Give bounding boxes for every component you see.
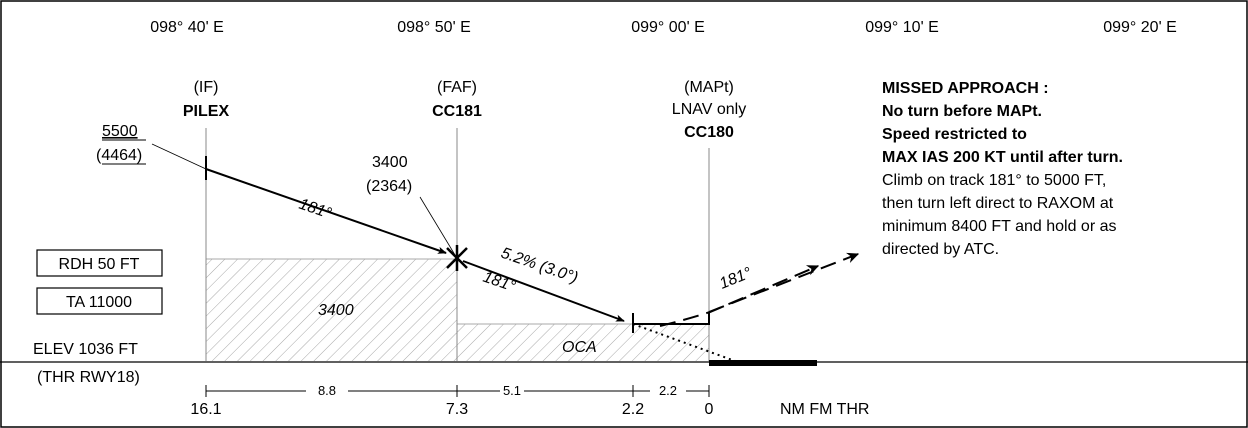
missed-approach-path-2 bbox=[708, 252, 860, 313]
missed-approach-bold-line: Speed restricted to bbox=[882, 126, 1027, 143]
missed-approach-line: then turn left direct to RAXOM at bbox=[882, 195, 1114, 212]
initial-track-label: 181° bbox=[297, 196, 334, 223]
mapt-role-label: (MAPt) bbox=[684, 79, 734, 96]
position-distance-label: 0 bbox=[705, 401, 714, 418]
if-leader-line bbox=[151, 143, 207, 170]
missed-approach-line: directed by ATC. bbox=[882, 241, 999, 258]
missed-approach-bold-line: MAX IAS 200 KT until after turn. bbox=[882, 149, 1123, 166]
threshold-label: (THR RWY18) bbox=[37, 369, 140, 386]
faf-star-icon bbox=[446, 245, 468, 271]
missed-approach-title: MISSED APPROACH : bbox=[882, 80, 1049, 97]
initial-oca-area bbox=[206, 259, 457, 361]
rdh-label: RDH 50 FT bbox=[59, 256, 140, 273]
initial-oca-label: 3400 bbox=[318, 302, 354, 319]
initial-segment-track bbox=[205, 168, 447, 254]
longitude-label: 098° 50' E bbox=[397, 19, 471, 36]
final-segment-track bbox=[462, 260, 625, 322]
faf-leader-line bbox=[419, 196, 456, 256]
position-distance-label: 2.2 bbox=[622, 401, 644, 418]
ta-box bbox=[36, 287, 163, 315]
missed-approach-bold-line: No turn before MAPt. bbox=[882, 103, 1042, 120]
final-track-label: 181° bbox=[481, 269, 518, 296]
final-oca-area bbox=[457, 324, 709, 361]
missed-track-label: 181° bbox=[717, 264, 755, 292]
final-oca-label: OCA bbox=[562, 339, 597, 356]
longitude-label: 098° 40' E bbox=[150, 19, 224, 36]
if-name-label: PILEX bbox=[183, 103, 230, 120]
mapt-name-label: CC180 bbox=[684, 124, 734, 141]
longitude-label: 099° 00' E bbox=[631, 19, 705, 36]
distance-scale bbox=[205, 385, 710, 397]
if-role-label: (IF) bbox=[194, 79, 219, 96]
missed-approach-line: minimum 8400 FT and hold or as bbox=[882, 218, 1116, 235]
segment-distance-label: 5.1 bbox=[503, 383, 521, 398]
if-height: (4464) bbox=[96, 147, 142, 164]
missed-approach-line: Climb on track 181° to 5000 FT, bbox=[882, 172, 1106, 189]
faf-height: (2364) bbox=[366, 178, 412, 195]
faf-name-label: CC181 bbox=[432, 103, 482, 120]
position-distance-label: 16.1 bbox=[190, 401, 221, 418]
segment-distance-label: 2.2 bbox=[659, 383, 677, 398]
longitude-label: 099° 10' E bbox=[865, 19, 939, 36]
descent-continuation-dotted bbox=[632, 323, 736, 362]
faf-altitude: 3400 bbox=[372, 154, 408, 171]
ta-label: TA 11000 bbox=[66, 294, 132, 311]
mapt-note-label: LNAV only bbox=[672, 101, 746, 118]
faf-role-label: (FAF) bbox=[437, 79, 477, 96]
runway bbox=[709, 360, 817, 366]
rdh-box bbox=[36, 249, 163, 277]
if-altitude: 5500 bbox=[102, 123, 138, 140]
longitude-label: 099° 20' E bbox=[1103, 19, 1177, 36]
segment-distance-label: 8.8 bbox=[318, 383, 336, 398]
elevation-label: ELEV 1036 FT bbox=[33, 341, 138, 358]
distance-unit-label: NM FM THR bbox=[780, 401, 869, 418]
position-distance-label: 7.3 bbox=[446, 401, 468, 418]
